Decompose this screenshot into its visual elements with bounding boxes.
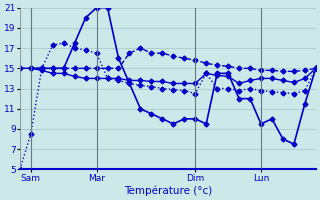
X-axis label: Température (°c): Température (°c) <box>124 185 212 196</box>
